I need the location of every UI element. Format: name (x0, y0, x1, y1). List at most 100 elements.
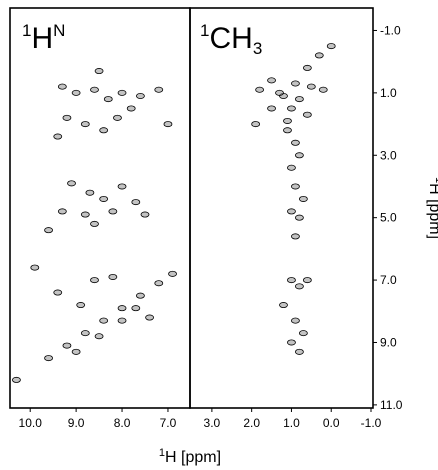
peak-contour (154, 280, 164, 287)
peak-contour (30, 264, 40, 271)
peak-contour (302, 277, 312, 284)
y-tick-label: 1.0 (380, 86, 397, 100)
peak-contour (131, 199, 141, 206)
peak-contour (53, 133, 63, 140)
peak-contour (108, 208, 118, 215)
peak-contour (85, 189, 95, 196)
peak-contour (80, 330, 90, 337)
x-tick-label: 8.0 (114, 416, 131, 430)
x-axis-label: 1H [ppm] (159, 447, 221, 466)
peak-contour (76, 302, 86, 309)
peak-contour (99, 317, 109, 324)
peak-contour (12, 376, 21, 383)
peak-contour (80, 211, 90, 218)
peak-contour (126, 105, 136, 112)
peak-contour (80, 121, 90, 128)
y-tick-label: 7.0 (380, 273, 397, 287)
x-tick-label: 0.0 (323, 416, 340, 430)
peak-contour (291, 233, 300, 240)
peak-contour (117, 89, 127, 96)
peak-contour (295, 214, 304, 221)
y-axis-label: 1H [ppm] (426, 177, 438, 239)
peak-contour (154, 86, 164, 93)
peak-contour (99, 195, 109, 202)
peak-contour (267, 105, 276, 112)
peak-contour (57, 208, 67, 215)
peak-contour (298, 195, 308, 202)
peak-contour (94, 333, 104, 340)
peak-contour (90, 86, 99, 93)
peak-contour (136, 92, 145, 99)
peak-contour (326, 43, 336, 50)
peak-contour (295, 348, 304, 355)
x-tick-label: 2.0 (243, 416, 260, 430)
peak-contour (163, 121, 173, 128)
peak-contour (71, 89, 81, 96)
peak-contour (136, 292, 145, 299)
peak-contour (295, 152, 304, 159)
peak-contour (302, 64, 312, 71)
peak-contour (90, 277, 99, 284)
peak-contour (131, 305, 141, 312)
x-tick-label: 3.0 (204, 416, 221, 430)
y-tick-label: -1.0 (380, 23, 401, 37)
x-tick-label: 10.0 (19, 416, 43, 430)
peak-contour (94, 68, 104, 75)
peak-contour (251, 121, 261, 128)
peak-contour (275, 89, 284, 96)
peak-contour (44, 227, 53, 234)
y-tick-label: 3.0 (380, 148, 397, 162)
peak-contour (140, 211, 150, 218)
peak-contour (53, 289, 63, 296)
peak-contour (295, 96, 304, 103)
peak-contour (291, 317, 300, 324)
panel-frame (9, 7, 191, 409)
peak-contour (117, 183, 127, 190)
peak-contour (113, 114, 122, 121)
peak-contour (117, 317, 127, 324)
peak-contour (279, 302, 288, 309)
panel-frame (189, 7, 374, 409)
peak-contour (57, 83, 67, 90)
peak-contour (306, 83, 316, 90)
peak-contour (291, 80, 300, 87)
y-tick-label: 5.0 (380, 211, 397, 225)
peak-contour (67, 180, 76, 187)
peak-contour (168, 270, 177, 277)
peak-contour (298, 330, 308, 337)
peak-contour (71, 348, 81, 355)
peak-contour (62, 342, 72, 349)
peak-contour (291, 139, 300, 146)
peak-contour (287, 339, 296, 346)
x-tick-label: 1.0 (283, 416, 300, 430)
peak-contour (291, 183, 300, 190)
peak-contour (287, 105, 296, 112)
peak-contour (287, 164, 296, 171)
x-tick-label: 9.0 (68, 416, 85, 430)
peak-contour (255, 86, 265, 93)
peak-contour (103, 96, 113, 103)
peak-contour (283, 127, 292, 134)
peak-contour (302, 111, 312, 118)
peak-contour (117, 305, 127, 312)
y-tick-label: 9.0 (380, 335, 397, 349)
x-tick-label: 7.0 (160, 416, 177, 430)
peak-contour (108, 273, 118, 280)
peak-contour (44, 355, 53, 362)
peak-contour (283, 117, 292, 124)
peak-contour (145, 314, 154, 321)
peak-contour (90, 220, 99, 227)
y-tick-label: 11.0 (380, 398, 403, 412)
peak-contour (295, 283, 304, 290)
peak-contour (62, 114, 72, 121)
x-tick-label: -1.0 (361, 416, 382, 430)
peak-contour (318, 86, 328, 93)
peak-contour (287, 208, 296, 215)
peak-contour (267, 77, 276, 84)
peak-contour (99, 127, 109, 134)
panel-label: 1HN (22, 21, 65, 55)
panel-label: 1CH3 (200, 21, 262, 58)
peak-contour (287, 277, 296, 284)
peak-contour (314, 52, 324, 59)
